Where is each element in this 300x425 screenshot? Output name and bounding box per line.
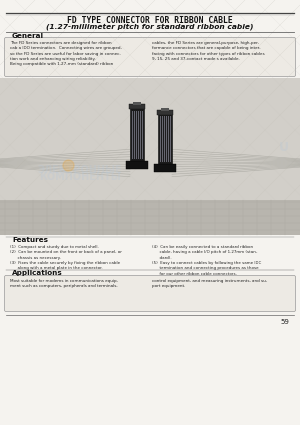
Text: КОМПОНЕНТЫ: КОМПОНЕНТЫ	[39, 172, 121, 182]
Text: (1)  Compact and sturdy due to metal shell.
(2)  Can be mounted on the front or : (1) Compact and sturdy due to metal shel…	[10, 245, 122, 270]
Text: General: General	[12, 33, 44, 39]
Text: 59: 59	[280, 319, 289, 325]
Bar	[160, 116, 161, 162]
Text: control equipment, and measuring instruments, and su-
port equipment.: control equipment, and measuring instrum…	[152, 279, 267, 288]
Text: Most suitable for modems in communications equip-
ment such as computers, periph: Most suitable for modems in communicatio…	[10, 279, 118, 288]
Bar	[170, 116, 171, 162]
Bar	[129, 104, 145, 109]
Text: (1.27-millimeter pitch for standard ribbon cable): (1.27-millimeter pitch for standard ribb…	[46, 24, 254, 30]
Bar	[130, 107, 144, 162]
Bar	[158, 113, 172, 165]
Bar	[154, 164, 176, 172]
Bar	[164, 116, 165, 162]
Text: cables, the FD Series are general-purpose, high-per-
formance connectors that ar: cables, the FD Series are general-purpos…	[152, 41, 265, 61]
Bar	[138, 111, 139, 159]
Text: The FD Series connectors are designed for ribbon
cab a IDO termination.  Connect: The FD Series connectors are designed fo…	[10, 41, 122, 66]
FancyBboxPatch shape	[0, 78, 300, 235]
Text: ЭЛЕКТРОННЫЕ: ЭЛЕКТРОННЫЕ	[38, 165, 122, 175]
Bar	[166, 116, 167, 162]
Bar	[161, 108, 169, 111]
Bar	[140, 111, 141, 159]
Bar	[157, 110, 173, 115]
Bar	[162, 116, 163, 162]
Text: Features: Features	[12, 237, 48, 243]
Bar	[150, 78, 300, 200]
Text: FD TYPE CONNECTOR FOR RIBBON CABLE: FD TYPE CONNECTOR FOR RIBBON CABLE	[67, 15, 233, 25]
Bar	[136, 111, 137, 159]
Bar	[142, 111, 143, 159]
Bar	[126, 161, 148, 169]
FancyBboxPatch shape	[4, 275, 296, 312]
Bar	[0, 200, 300, 235]
FancyBboxPatch shape	[4, 37, 296, 76]
Bar	[134, 111, 135, 159]
Bar	[133, 102, 141, 105]
Text: Applications: Applications	[12, 270, 63, 276]
Bar	[132, 111, 133, 159]
Bar	[0, 78, 150, 200]
Text: (4)  Can be easily connected to a standard ribbon
      cable, having a cable I/: (4) Can be easily connected to a standar…	[152, 245, 261, 276]
Text: U: U	[279, 141, 289, 153]
Bar	[168, 116, 169, 162]
